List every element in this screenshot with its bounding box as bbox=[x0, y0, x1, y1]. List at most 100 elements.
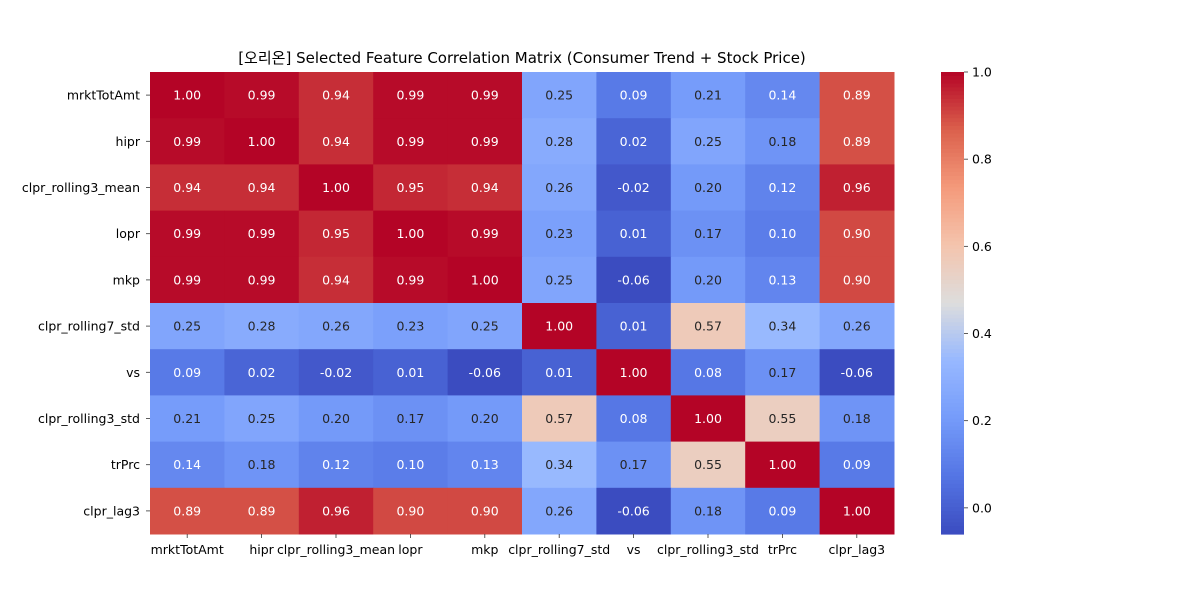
heatmap-cell bbox=[150, 256, 225, 304]
colorbar-segment bbox=[941, 87, 964, 92]
heatmap-cell bbox=[522, 72, 597, 119]
y-tick-label: mkp bbox=[113, 272, 140, 287]
cell-value-label: 0.09 bbox=[620, 88, 648, 103]
colorbar-segment bbox=[941, 168, 964, 173]
colorbar-segment bbox=[941, 249, 964, 254]
heatmap-cell bbox=[670, 118, 746, 165]
heatmap-cell bbox=[224, 441, 300, 489]
cell-value-label: 0.55 bbox=[768, 411, 796, 426]
colorbar-segment bbox=[941, 345, 964, 350]
cell-value-label: 0.18 bbox=[248, 457, 276, 472]
colorbar-segment bbox=[941, 383, 964, 389]
heatmap-cell bbox=[298, 487, 374, 535]
cell-value-label: 0.17 bbox=[694, 226, 722, 241]
cell-value-label: 0.99 bbox=[471, 134, 499, 149]
colorbar-segment bbox=[941, 530, 964, 535]
cell-value-label: 1.00 bbox=[322, 180, 350, 195]
colorbar-segment bbox=[941, 283, 964, 289]
colorbar-segment bbox=[941, 233, 964, 239]
cell-value-label: 0.14 bbox=[768, 88, 796, 103]
colorbar-tick-label: 0.8 bbox=[972, 152, 992, 167]
cell-value-label: 0.18 bbox=[694, 503, 722, 518]
heatmap-cell bbox=[373, 303, 449, 350]
heatmap-cell bbox=[298, 256, 374, 304]
cell-value-label: 1.00 bbox=[768, 457, 796, 472]
heatmap-cell bbox=[373, 164, 449, 212]
heatmap-cell bbox=[224, 303, 300, 350]
heatmap-cell bbox=[819, 118, 895, 165]
colorbar-segment bbox=[941, 376, 964, 381]
heatmap-cell bbox=[150, 349, 225, 396]
cell-value-label: 1.00 bbox=[694, 411, 722, 426]
colorbar-segment bbox=[941, 137, 964, 142]
heatmap-cell bbox=[819, 210, 895, 258]
colorbar-segment bbox=[941, 256, 964, 262]
heatmap-cell bbox=[819, 164, 895, 212]
colorbar-segment bbox=[941, 287, 964, 293]
heatmap-cell bbox=[447, 210, 523, 258]
heatmap-cell bbox=[522, 118, 597, 165]
colorbar-segment bbox=[941, 218, 964, 223]
heatmap-annotations: 1.00 0.99 0.94 0.99 0.99 0.25 0.09 0.21 0.14 0.89… bbox=[173, 88, 873, 519]
colorbar-segment bbox=[941, 260, 964, 266]
cell-value-label: 0.26 bbox=[843, 319, 871, 334]
x-axis-ticks: mrktTotAmt hipr clpr_rolling3_mean lopr mkp c… bbox=[151, 534, 885, 557]
heatmap-cell bbox=[819, 72, 895, 119]
colorbar-segment bbox=[941, 306, 964, 312]
colorbar-segment bbox=[941, 426, 964, 431]
colorbar-segment bbox=[941, 510, 964, 516]
heatmap-cell bbox=[745, 487, 821, 535]
heatmap-cell bbox=[596, 164, 672, 212]
cell-value-label: 0.01 bbox=[396, 365, 424, 380]
colorbar-segment bbox=[941, 414, 964, 420]
cell-value-label: 0.96 bbox=[843, 180, 871, 195]
heatmap-cell bbox=[150, 210, 225, 258]
heatmap-cell bbox=[224, 487, 300, 535]
heatmap-cell bbox=[150, 72, 225, 119]
heatmap-cell bbox=[224, 210, 300, 258]
cell-value-label: 0.99 bbox=[173, 226, 201, 241]
cell-value-label: 0.99 bbox=[248, 88, 276, 103]
colorbar-segment bbox=[941, 326, 964, 331]
colorbar-segment bbox=[941, 314, 964, 319]
heatmap-cell bbox=[670, 395, 746, 443]
cell-value-label: 0.57 bbox=[545, 411, 573, 426]
chart-title: [오리온] Selected Feature Correlation Matri… bbox=[238, 49, 806, 67]
colorbar-segment bbox=[941, 156, 964, 162]
cell-value-label: 0.90 bbox=[396, 503, 424, 518]
colorbar-segment bbox=[941, 75, 964, 81]
heatmap-cell bbox=[150, 487, 225, 535]
colorbar-segment bbox=[941, 487, 964, 493]
colorbar-segment bbox=[941, 422, 964, 427]
heatmap-cell bbox=[522, 487, 597, 535]
heatmap-cell bbox=[150, 441, 225, 489]
heatmap-cell bbox=[596, 395, 672, 443]
colorbar-segment bbox=[941, 460, 964, 466]
y-tick-label: clpr_rolling3_std bbox=[38, 411, 140, 426]
heatmap-cell bbox=[819, 441, 895, 489]
heatmap-cell bbox=[596, 303, 672, 350]
colorbar-tick-label: 0.4 bbox=[972, 326, 992, 341]
colorbar-segment bbox=[941, 353, 964, 358]
heatmap-cell bbox=[373, 395, 449, 443]
colorbar-segment bbox=[941, 183, 964, 189]
y-tick-label: lopr bbox=[116, 226, 141, 241]
heatmap-cell bbox=[447, 487, 523, 535]
heatmap-cell bbox=[745, 441, 821, 489]
colorbar-segment bbox=[941, 175, 964, 181]
heatmap-cell bbox=[670, 441, 746, 489]
heatmap-cell bbox=[522, 441, 597, 489]
x-tick-label: lopr bbox=[398, 542, 423, 557]
colorbar-segment bbox=[941, 491, 964, 497]
colorbar-segment bbox=[941, 299, 964, 304]
cell-value-label: 0.34 bbox=[768, 319, 796, 334]
cell-value-label: 0.94 bbox=[471, 180, 499, 195]
heatmap-cell bbox=[150, 164, 225, 212]
cell-value-label: 0.99 bbox=[471, 88, 499, 103]
colorbar-segment bbox=[941, 95, 964, 100]
cell-value-label: 0.25 bbox=[694, 134, 722, 149]
colorbar-segment bbox=[941, 318, 964, 323]
colorbar-segment bbox=[941, 387, 964, 393]
heatmap-cell bbox=[596, 487, 672, 535]
